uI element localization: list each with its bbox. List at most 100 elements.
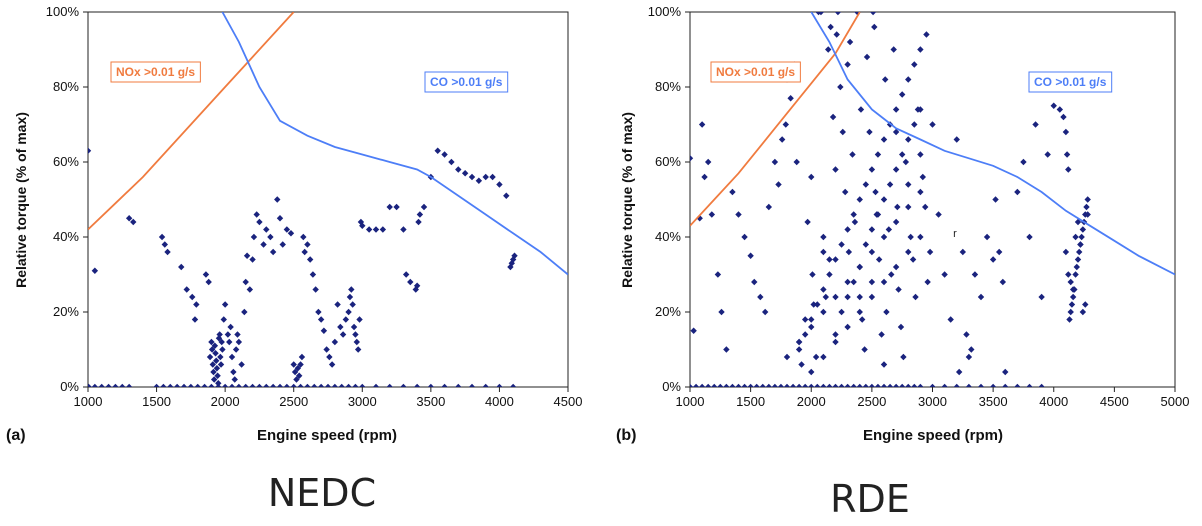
panel-b-data-point (759, 383, 766, 387)
panel-b-data-point (924, 278, 931, 286)
panel-b-data-point (856, 308, 863, 316)
panel-b-annotation: r (953, 228, 957, 240)
panel-b-data-point (1063, 151, 1071, 158)
panel-b-x-tick-label: 4000 (1039, 394, 1068, 409)
panel-a-data-point (250, 233, 258, 241)
panel-b-data-point (874, 383, 882, 387)
panel-b-data-point (868, 278, 876, 286)
panel-a-data-point (496, 181, 503, 188)
panel-a-data-point (400, 226, 407, 233)
panel-b-data-point (1074, 256, 1082, 263)
panel-a-data-point (194, 383, 201, 387)
panel-b-data-point (757, 293, 764, 301)
panel-b-data-point (801, 331, 809, 338)
panel-b-data-point (882, 76, 889, 83)
panel-b-data-point (822, 293, 829, 301)
panel-b-data-point (907, 233, 914, 241)
panel-a-data-point (98, 383, 105, 387)
panel-b-data-point (917, 233, 924, 241)
panel-a-data-point (238, 361, 245, 368)
panel-b-data-point (795, 346, 803, 353)
panel-b-data-point (704, 383, 712, 387)
panel-b-data-point (844, 61, 851, 68)
panel-b-data-point (856, 383, 863, 387)
panel-a-data-point (352, 383, 359, 387)
panel-b-y-tick-label: 0% (662, 379, 681, 394)
panel-b-data-point (856, 263, 863, 271)
panel-a-data-point (209, 361, 216, 368)
panel-a-data-point (187, 383, 195, 387)
panel-b-data-point (844, 226, 851, 233)
panel-a-y-tick-label: 0% (60, 379, 79, 394)
panel-b-data-point (747, 383, 754, 387)
panel-b-data-point (872, 188, 879, 196)
panel-b-data-point (832, 331, 839, 338)
panel-a-data-point (315, 308, 322, 316)
panel-b-data-point (886, 383, 894, 387)
panel-a-data-point (290, 361, 297, 368)
panel-b-data-point (837, 83, 844, 91)
panel-a-data-point (235, 338, 243, 346)
panel-b-x-tick-label: 2500 (857, 394, 886, 409)
panel-b-data-point (804, 218, 811, 226)
panel-a-data-point (173, 383, 181, 387)
panel-a-data-point (402, 271, 410, 278)
panel-a-data-point (153, 383, 160, 387)
panel-b-data-point (885, 226, 893, 233)
panel-b-data-point (1069, 293, 1077, 301)
panel-a-data-point (246, 286, 254, 293)
panel-a-data-point (317, 383, 325, 387)
panel-a-data-point (509, 383, 517, 387)
panel-b-data-point (917, 46, 924, 53)
panel-b-data-point (690, 383, 694, 387)
panel-b-data-point (708, 211, 716, 218)
panel-b-data-point (941, 383, 948, 387)
panel-b-data-point (832, 383, 839, 387)
panel-b-x-tick-label: 2000 (797, 394, 826, 409)
panel-a-data-point (88, 147, 92, 154)
panel-a-data-point (349, 301, 356, 308)
panel-a-data-point (119, 383, 126, 387)
panel-a-data-point (345, 308, 352, 316)
panel-b-data-point (963, 331, 970, 338)
panel-b-data-point (849, 151, 856, 158)
panel-b-data-point (868, 293, 876, 301)
panel-a-data-point (420, 203, 428, 211)
panel-b-data-point (1062, 248, 1070, 256)
panel-b-data-point (808, 173, 815, 181)
panel-a-data-point (91, 267, 99, 274)
panel-b-data-point (1038, 383, 1045, 387)
panel-a-data-point (208, 338, 215, 346)
panel-a-data-point (359, 222, 366, 229)
panel-b-data-point (1060, 113, 1067, 121)
panel-a-data-point (276, 383, 284, 387)
panel-a-data-point (311, 383, 318, 387)
panel-b-data-point (953, 136, 960, 143)
panel-b-data-point (1072, 233, 1079, 241)
panel-b-data-point (861, 346, 868, 353)
panel-b-data-point (735, 383, 742, 387)
panel-b-data-point (798, 361, 805, 368)
panel-b-data-point (868, 226, 876, 233)
panel-b-data-point (1062, 128, 1070, 136)
panel-b-data-point (808, 383, 815, 387)
panel-b-data-point (714, 271, 722, 278)
panel-a-data-point (386, 203, 393, 211)
panel-a-data-point (234, 331, 241, 338)
panel-b-data-point (808, 316, 815, 323)
panel-a-data-point (350, 323, 358, 331)
panel-b-data-point (1050, 102, 1057, 109)
panel-b-data-point (926, 248, 934, 256)
panel-b-y-tick-label: 80% (655, 79, 681, 94)
panel-b-data-point (897, 323, 905, 331)
panel-a-y-tick-label: 20% (53, 304, 79, 319)
panel-a-curve-co (221, 12, 568, 276)
panel-b-data-point (922, 203, 929, 211)
panel-b-data-point (820, 308, 827, 316)
panel-b-x-axis-label: Engine speed (rpm) (863, 427, 1003, 444)
panel-b-data-point (771, 158, 779, 166)
panel-b-data-point (900, 353, 907, 361)
panel-a-data-point (357, 218, 365, 226)
panel-a-data-point (215, 380, 222, 387)
panel-b-data-point (898, 151, 906, 158)
